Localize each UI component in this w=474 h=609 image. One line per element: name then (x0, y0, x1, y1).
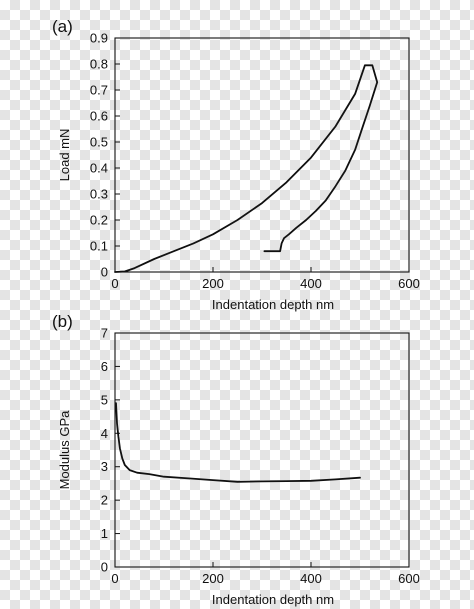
y-tick-label: 0.9 (90, 31, 108, 46)
x-axis-label: Indentation depth nm (212, 592, 334, 607)
panel-b: (b) 0 1 2 3 4 5 6 7 0 200 400 600 Indentation depth n… (52, 312, 420, 607)
x-axis-label: Indentation depth nm (212, 297, 334, 312)
y-tick-label: 1 (101, 526, 108, 541)
x-tick-label: 0 (111, 276, 118, 291)
y-tick-label: 0.7 (90, 83, 108, 98)
x-tick-label: 600 (398, 571, 420, 586)
series-line (115, 402, 361, 483)
plot-frame (114, 332, 410, 568)
panel-label: (a) (52, 17, 73, 36)
x-tick-label: 400 (300, 571, 322, 586)
y-tick-label: 0.8 (90, 57, 108, 72)
panel-label: (b) (52, 312, 73, 331)
x-tick-label: 600 (398, 276, 420, 291)
y-tick-label: 5 (101, 392, 108, 407)
y-tick-label: 0.4 (90, 161, 108, 176)
y-tick-label: 0 (101, 265, 108, 280)
y-tick-label: 0.6 (90, 109, 108, 124)
y-tick-label: 7 (101, 326, 108, 341)
y-tick-label: 0.2 (90, 213, 108, 228)
panel-a: (a) 0 0.1 0.2 0.3 0.4 0.5 0.6 0.7 0.8 0.9 0 200 400 60… (52, 17, 420, 312)
y-axis-label: Modulus GPa (57, 410, 72, 490)
y-tick-label: 4 (101, 426, 108, 441)
series-line (114, 64, 379, 273)
y-axis-label: Load mN (57, 129, 72, 182)
y-tick-label: 0.3 (90, 187, 108, 202)
y-tick-label: 0 (101, 560, 108, 575)
x-tick-label: 0 (111, 571, 118, 586)
x-tick-label: 200 (202, 571, 224, 586)
y-tick-label: 2 (101, 493, 108, 508)
y-tick-label: 0.1 (90, 239, 108, 254)
x-tick-label: 200 (202, 276, 224, 291)
y-tick-label: 0.5 (90, 135, 108, 150)
x-tick-label: 400 (300, 276, 322, 291)
y-tick-label: 3 (101, 459, 108, 474)
y-tick-label: 6 (101, 359, 108, 374)
plot-frame (114, 37, 410, 273)
